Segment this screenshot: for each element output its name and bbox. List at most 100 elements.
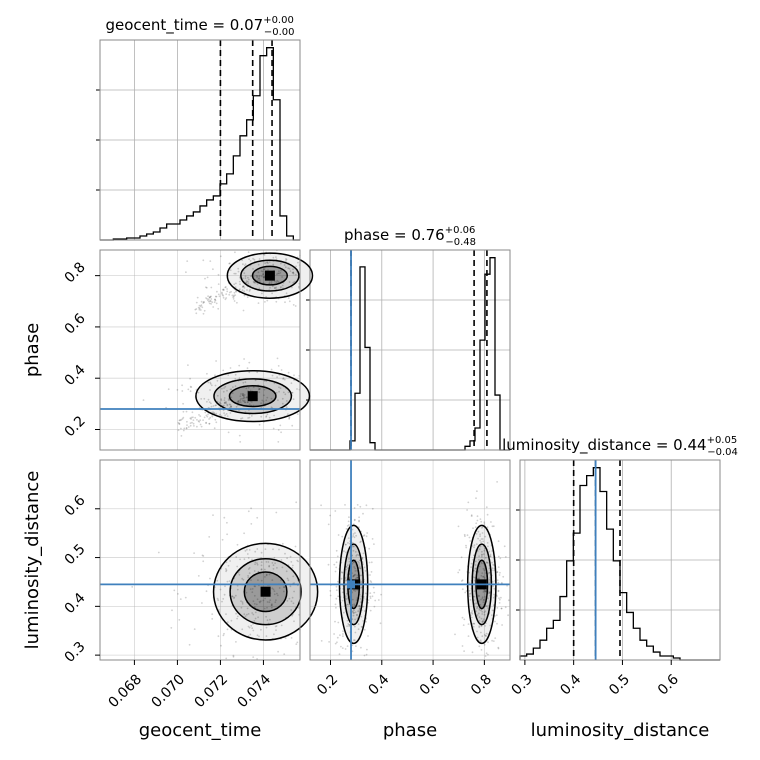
sample-point	[248, 626, 251, 629]
sample-point	[286, 577, 289, 580]
sample-point	[232, 298, 235, 300]
sample-point	[256, 562, 258, 564]
sample-point	[290, 637, 293, 639]
sample-point	[250, 507, 253, 510]
sample-point	[247, 568, 250, 570]
sample-point	[288, 300, 291, 303]
sample-point	[478, 558, 480, 561]
sample-point	[226, 580, 229, 583]
sample-point	[358, 516, 360, 519]
sample-point	[264, 576, 266, 578]
sample-point	[363, 628, 366, 631]
sample-point	[235, 405, 238, 408]
contour-line	[213, 378, 293, 415]
sample-point	[199, 305, 202, 308]
sample-point	[214, 298, 216, 301]
sample-point	[287, 297, 290, 299]
sample-point	[484, 535, 487, 538]
sample-point	[237, 400, 240, 402]
x-axis-label-luminosity_distance: luminosity_distance	[531, 720, 710, 741]
sample-point	[212, 268, 214, 271]
sample-point	[462, 624, 465, 626]
sample-point	[354, 618, 356, 621]
sample-point	[213, 412, 216, 415]
sample-point	[296, 559, 299, 562]
y-tick-label: 0.4	[62, 362, 89, 389]
sample-point	[485, 635, 487, 637]
sample-point	[465, 546, 468, 549]
sample-point	[487, 597, 489, 600]
sample-point	[204, 411, 207, 414]
sample-point	[247, 386, 250, 389]
sample-point	[285, 258, 288, 261]
sample-point	[480, 641, 482, 643]
sample-point	[265, 615, 267, 618]
sample-point	[248, 416, 251, 419]
sample-point	[360, 625, 363, 628]
sample-point	[226, 521, 228, 524]
sample-point	[353, 566, 356, 568]
title-upper-error: +0.00	[263, 15, 294, 26]
sample-point	[369, 574, 371, 576]
sample-point	[222, 296, 225, 299]
sample-point	[225, 568, 227, 570]
sample-point	[487, 562, 489, 564]
sample-point	[347, 520, 350, 523]
sample-point	[266, 619, 269, 622]
marginal-panel-geocent_time: geocent_time = 0.07+0.00 −0.00	[96, 15, 301, 241]
sample-point	[297, 261, 299, 264]
sample-point	[243, 613, 246, 616]
sample-point	[276, 594, 279, 597]
sample-point	[252, 656, 255, 658]
sample-point	[277, 365, 280, 367]
sample-point	[254, 606, 256, 608]
sample-point	[242, 400, 245, 403]
sample-point	[231, 294, 234, 297]
sample-point	[470, 562, 473, 565]
sample-point	[473, 622, 476, 625]
sample-point	[223, 593, 226, 596]
sample-point	[283, 653, 286, 655]
sample-point	[274, 601, 277, 604]
sample-point	[246, 401, 249, 404]
sample-point	[260, 402, 262, 405]
sample-point	[243, 264, 246, 267]
sample-point	[351, 528, 354, 531]
sample-point	[463, 618, 466, 621]
sample-point	[474, 564, 477, 566]
panel-title: luminosity_distance = 0.44+0.05 −0.04	[502, 435, 738, 458]
sample-point	[234, 385, 237, 387]
sample-point	[486, 526, 489, 529]
sample-point	[327, 523, 330, 526]
sample-point	[266, 413, 269, 416]
sample-point	[232, 296, 235, 298]
sample-point	[294, 305, 297, 307]
sample-point	[263, 254, 266, 256]
sample-point	[214, 295, 217, 298]
sample-point	[363, 534, 366, 537]
sample-point	[205, 590, 208, 593]
sample-point	[354, 570, 357, 572]
sample-point	[205, 421, 208, 424]
sample-point	[248, 258, 251, 261]
sample-point	[246, 396, 248, 399]
sample-point	[250, 401, 253, 403]
sample-point	[473, 595, 476, 598]
sample-point	[225, 413, 228, 415]
sample-point	[498, 574, 501, 576]
sample-point	[479, 535, 481, 537]
sample-point	[198, 414, 200, 416]
sample-point	[481, 527, 483, 529]
sample-point	[206, 400, 208, 403]
sample-point	[241, 394, 244, 396]
sample-point	[208, 296, 211, 299]
sample-point	[180, 427, 182, 430]
sample-point	[504, 556, 507, 558]
sample-point	[353, 507, 356, 509]
sample-point	[470, 611, 473, 614]
sample-point	[183, 427, 186, 430]
sample-point	[251, 588, 254, 590]
sample-point	[373, 543, 375, 545]
sample-point	[198, 308, 201, 311]
